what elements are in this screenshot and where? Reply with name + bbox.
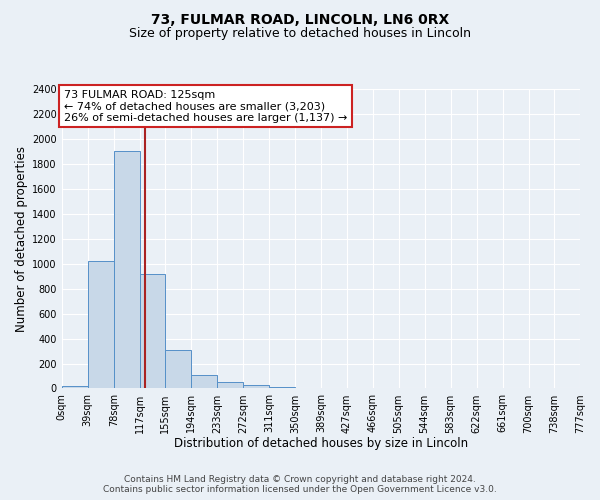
Bar — [217, 382, 243, 388]
Bar — [140, 274, 165, 388]
Bar — [269, 387, 295, 388]
Bar — [88, 261, 114, 388]
Bar — [191, 374, 217, 388]
Bar — [165, 350, 191, 389]
Bar — [243, 384, 269, 388]
X-axis label: Distribution of detached houses by size in Lincoln: Distribution of detached houses by size … — [174, 437, 468, 450]
Bar — [62, 386, 88, 388]
Y-axis label: Number of detached properties: Number of detached properties — [15, 146, 28, 332]
Bar — [114, 152, 140, 388]
Text: 73 FULMAR ROAD: 125sqm
← 74% of detached houses are smaller (3,203)
26% of semi-: 73 FULMAR ROAD: 125sqm ← 74% of detached… — [64, 90, 347, 123]
Text: Contains HM Land Registry data © Crown copyright and database right 2024.: Contains HM Land Registry data © Crown c… — [124, 476, 476, 484]
Text: 73, FULMAR ROAD, LINCOLN, LN6 0RX: 73, FULMAR ROAD, LINCOLN, LN6 0RX — [151, 12, 449, 26]
Text: Size of property relative to detached houses in Lincoln: Size of property relative to detached ho… — [129, 28, 471, 40]
Text: Contains public sector information licensed under the Open Government Licence v3: Contains public sector information licen… — [103, 486, 497, 494]
